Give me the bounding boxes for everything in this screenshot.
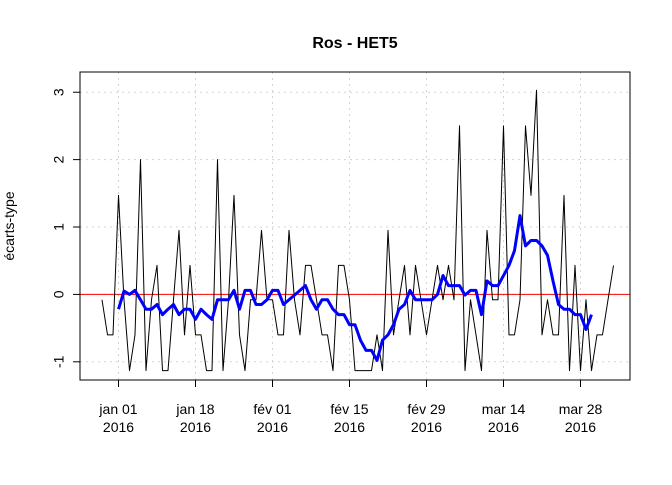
chart-title: Ros - HET5 xyxy=(312,35,397,52)
y-tick-label: 1 xyxy=(51,223,67,231)
y-tick-label: 2 xyxy=(51,156,67,164)
x-tick-label: fév 01 2016 xyxy=(253,401,291,435)
series-line xyxy=(117,214,593,362)
x-tick-label: mar 14 2016 xyxy=(482,401,526,435)
y-tick-label: 3 xyxy=(51,88,67,96)
x-tick-label: fév 29 2016 xyxy=(407,401,445,435)
y-tick-label: 0 xyxy=(51,290,67,298)
y-axis-label: écarts-type xyxy=(1,191,17,260)
x-tick-label: jan 18 2016 xyxy=(175,401,214,435)
plot-frame xyxy=(79,71,631,381)
x-tick-label: fév 15 2016 xyxy=(330,401,368,435)
y-tick-label: -1 xyxy=(51,355,67,368)
x-tick-label: mar 28 2016 xyxy=(559,401,603,435)
x-tick-label: jan 01 2016 xyxy=(98,401,137,435)
series-line xyxy=(101,89,614,372)
